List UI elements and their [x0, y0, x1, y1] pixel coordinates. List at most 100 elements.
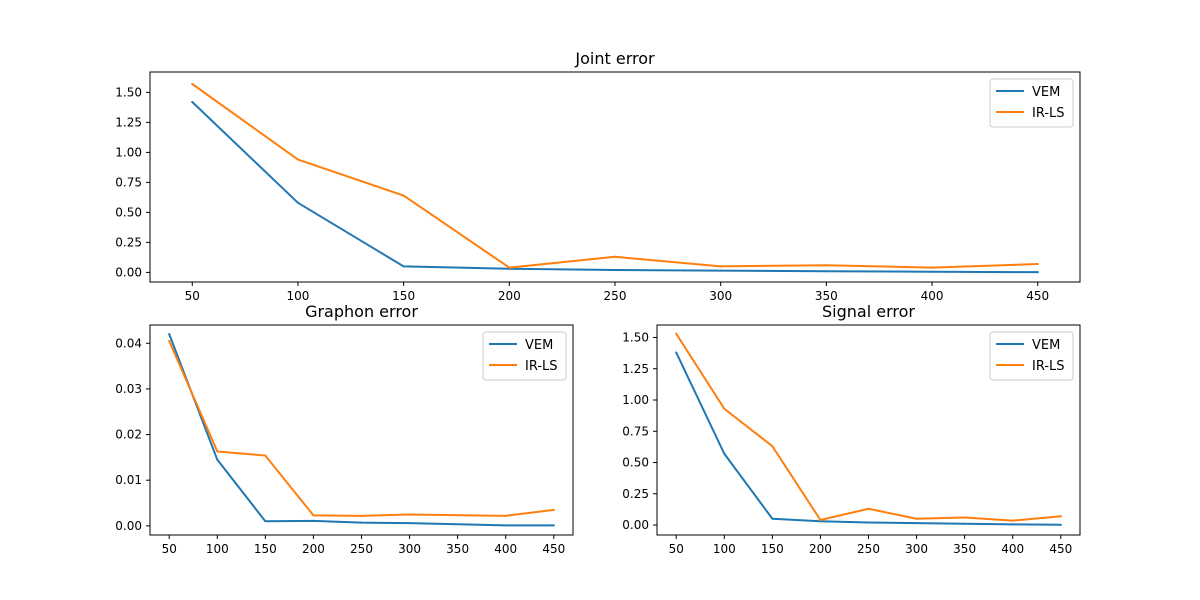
x-tick-label: 300 — [905, 542, 928, 556]
x-tick-label: 350 — [953, 542, 976, 556]
data-point-ir-ls — [915, 517, 918, 520]
data-point-ir-ls — [408, 513, 411, 516]
data-point-vem — [296, 201, 299, 204]
series-line-ir-ls — [168, 339, 555, 517]
data-point-ir-ls — [1011, 519, 1014, 522]
signal-error-legend: VEM IR-LS — [989, 331, 1074, 381]
y-tick-label: 0.50 — [115, 205, 142, 219]
data-point-ir-ls — [819, 519, 822, 521]
data-point-vem — [614, 269, 616, 271]
x-tick-label: 250 — [604, 289, 627, 303]
series-line-vem — [168, 333, 555, 527]
x-tick-label: 450 — [1049, 542, 1072, 556]
data-point-vem — [1036, 271, 1039, 274]
x-tick-label: 450 — [1026, 289, 1049, 303]
data-point-vem — [675, 351, 678, 354]
data-point-vem — [264, 520, 267, 523]
data-point-ir-ls — [402, 194, 405, 197]
y-tick-label: 0.01 — [115, 473, 142, 487]
data-point-ir-ls — [771, 445, 774, 448]
x-tick-label: 350 — [815, 289, 838, 303]
joint-error-legend: VEM IR-LS — [989, 78, 1074, 128]
x-tick-label: 150 — [254, 542, 277, 556]
data-point-ir-ls — [723, 407, 726, 410]
joint-error-chart: Joint error 50 100 150 200 250 300 350 400 450 0.0… — [115, 49, 1081, 303]
y-tick-label: 0.00 — [622, 518, 649, 532]
data-point-vem — [360, 521, 363, 524]
data-point-vem — [168, 333, 171, 336]
legend-label-vem: VEM — [1032, 338, 1060, 353]
data-point-vem — [719, 269, 722, 272]
y-tick-label: 0.00 — [115, 519, 142, 533]
x-tick-label: 300 — [398, 542, 421, 556]
legend-label-vem: VEM — [1032, 85, 1060, 100]
graphon-error-chart: Graphon error 50 100 150 200 250 300 350 400 450 0… — [115, 302, 574, 556]
data-point-ir-ls — [360, 514, 363, 517]
legend-label-ir-ls: IR-LS — [1032, 106, 1065, 121]
y-tick-label: 0.25 — [622, 487, 649, 501]
signal-error-title: Signal error — [822, 302, 915, 321]
x-tick-label: 350 — [446, 542, 469, 556]
x-tick-label: 200 — [498, 289, 521, 303]
graphon-error-title: Graphon error — [305, 302, 418, 321]
y-tick-label: 1.00 — [115, 145, 142, 159]
x-tick-label: 100 — [287, 289, 310, 303]
data-point-ir-ls — [931, 266, 934, 269]
x-tick-label: 150 — [392, 289, 415, 303]
data-point-vem — [216, 458, 219, 461]
data-point-vem — [963, 522, 966, 525]
y-tick-label: 0.50 — [622, 456, 649, 470]
data-point-ir-ls — [675, 332, 678, 335]
legend-label-ir-ls: IR-LS — [525, 359, 558, 374]
x-tick-label: 250 — [857, 542, 880, 556]
data-point-ir-ls — [312, 514, 315, 517]
data-point-ir-ls — [552, 508, 555, 511]
data-point-vem — [1059, 523, 1062, 526]
x-tick-label: 400 — [1001, 542, 1024, 556]
data-point-vem — [312, 519, 315, 522]
y-tick-label: 1.25 — [622, 362, 649, 376]
y-tick-label: 1.50 — [622, 331, 649, 345]
y-tick-label: 1.50 — [115, 85, 142, 99]
data-point-vem — [504, 524, 507, 527]
data-point-vem — [771, 517, 774, 520]
data-point-vem — [408, 522, 411, 525]
series-line-vem — [191, 101, 1039, 274]
x-tick-label: 50 — [669, 542, 684, 556]
data-point-vem — [191, 101, 194, 103]
y-tick-label: 0.75 — [115, 175, 142, 189]
x-tick-label: 450 — [542, 542, 565, 556]
x-tick-label: 400 — [921, 289, 944, 303]
joint-error-plot-area — [149, 71, 1081, 283]
data-point-ir-ls — [504, 514, 507, 517]
x-tick-label: 200 — [302, 542, 325, 556]
x-tick-label: 300 — [709, 289, 732, 303]
x-tick-label: 50 — [162, 542, 177, 556]
data-point-ir-ls — [867, 507, 870, 510]
graphon-error-legend: VEM IR-LS — [482, 331, 567, 381]
data-point-ir-ls — [719, 265, 722, 268]
data-point-ir-ls — [508, 266, 511, 269]
x-tick-label: 250 — [350, 542, 373, 556]
y-tick-label: 0.04 — [115, 336, 142, 350]
data-point-vem — [915, 522, 918, 525]
data-point-ir-ls — [264, 454, 267, 457]
x-tick-label: 100 — [206, 542, 229, 556]
legend-label-ir-ls: IR-LS — [1032, 359, 1065, 374]
data-point-ir-ls — [963, 516, 966, 519]
signal-error-chart: Signal error 50 100 150 200 250 300 350 400 450 0.… — [622, 302, 1081, 556]
legend-label-vem: VEM — [525, 338, 553, 353]
joint-error-title: Joint error — [574, 49, 655, 68]
data-point-ir-ls — [216, 450, 219, 453]
data-point-ir-ls — [168, 339, 171, 342]
x-tick-label: 200 — [809, 542, 832, 556]
y-tick-label: 1.00 — [622, 393, 649, 407]
x-tick-label: 50 — [185, 289, 200, 303]
data-point-ir-ls — [825, 264, 828, 267]
data-point-ir-ls — [191, 83, 194, 85]
data-point-vem — [402, 265, 405, 268]
y-tick-label: 1.25 — [115, 115, 142, 129]
data-point-ir-ls — [1036, 263, 1039, 265]
x-tick-label: 150 — [761, 542, 784, 556]
